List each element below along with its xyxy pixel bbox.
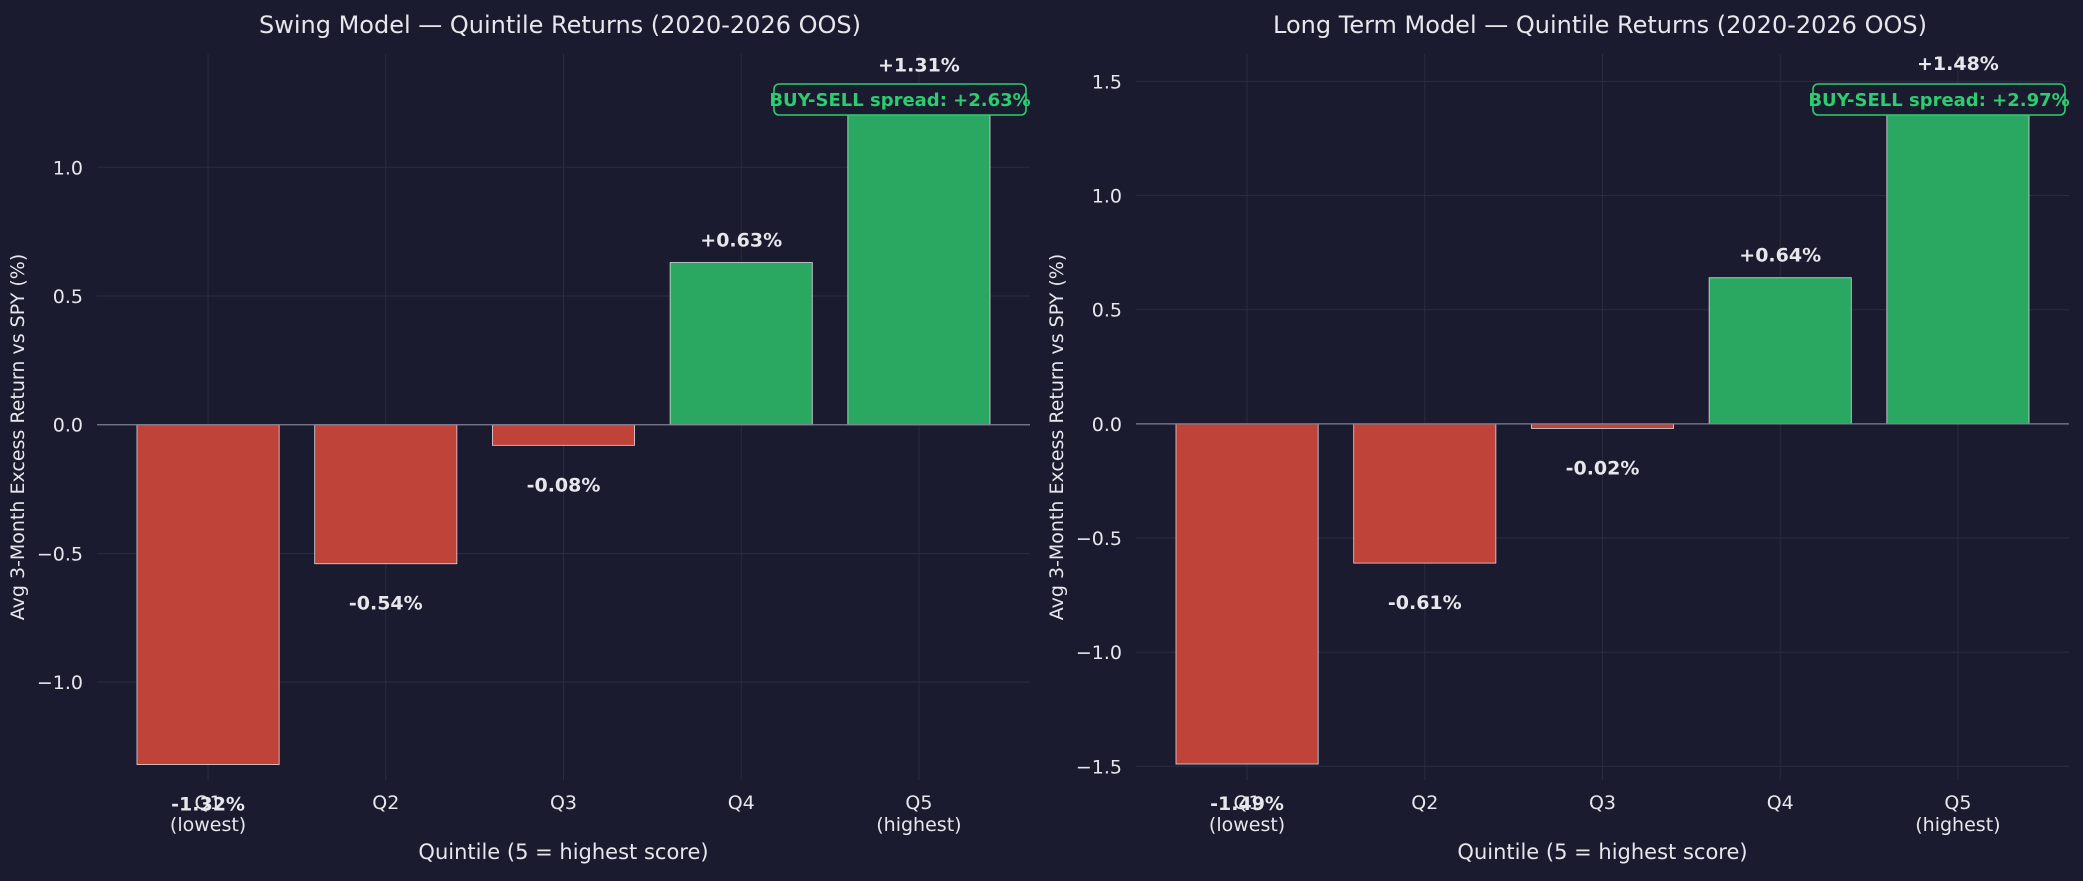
annotation-box — [1812, 83, 2066, 116]
y-axis-label: Avg 3-Month Excess Return vs SPY (%) — [7, 254, 29, 621]
y-tick-label: −1.0 — [1076, 642, 1122, 664]
y-tick-label: −0.5 — [37, 543, 83, 565]
bar-value-label: +1.31% — [878, 54, 960, 76]
x-tick-label: Q5 (highest) — [876, 792, 961, 836]
bar-value-label: -0.61% — [1388, 592, 1462, 614]
y-tick-label: 0.5 — [1092, 300, 1122, 322]
x-axis-label: Quintile (5 = highest score) — [418, 840, 708, 864]
annotation-box — [773, 83, 1027, 116]
chart-title: Long Term Model — Quintile Returns (2020… — [1273, 11, 1927, 39]
x-tick-label: Q1 (lowest) — [1209, 792, 1285, 836]
bar-4 — [1708, 277, 1852, 425]
bar-value-label: +0.64% — [1739, 245, 1821, 267]
y-tick-label: 0.5 — [53, 286, 83, 308]
x-tick-label: Q1 (lowest) — [170, 792, 246, 836]
bar-5 — [847, 87, 991, 426]
bar-value-label: +0.63% — [700, 230, 782, 252]
bar-4 — [669, 262, 813, 426]
bar-value-label: -0.54% — [349, 593, 423, 615]
y-tick-label: 1.0 — [1092, 186, 1122, 208]
bar-1 — [136, 424, 280, 765]
bar-value-label: -0.08% — [527, 474, 601, 496]
bar-2 — [1353, 423, 1497, 564]
y-tick-label: −0.5 — [1076, 528, 1122, 550]
x-tick-label: Q4 — [1767, 792, 1794, 814]
y-axis-label: Avg 3-Month Excess Return vs SPY (%) — [1046, 254, 1068, 621]
bar-value-label: +1.48% — [1917, 53, 1999, 75]
x-tick-label: Q2 — [372, 792, 399, 814]
x-tick-label: Q3 — [550, 792, 577, 814]
bar-value-label: -1.32% — [171, 794, 245, 816]
bar-1 — [1175, 423, 1319, 765]
bar-value-label: -0.02% — [1566, 457, 1640, 479]
x-tick-label: Q3 — [1589, 792, 1616, 814]
bar-3 — [492, 424, 635, 446]
x-tick-label: Q5 (highest) — [1915, 792, 2000, 836]
chart-title: Swing Model — Quintile Returns (2020-202… — [259, 11, 861, 39]
annotation-spread: BUY-SELL spread: +2.97% — [1808, 90, 2069, 111]
y-tick-label: 0.0 — [53, 415, 83, 437]
x-tick-label: Q2 — [1411, 792, 1438, 814]
y-tick-label: −1.0 — [37, 672, 83, 694]
bar-3 — [1531, 423, 1674, 429]
x-tick-label: Q4 — [728, 792, 755, 814]
bar-2 — [314, 424, 458, 565]
bar-value-label: -1.49% — [1210, 793, 1284, 815]
y-tick-label: 1.0 — [53, 157, 83, 179]
y-tick-label: 0.0 — [1092, 414, 1122, 436]
bar-5 — [1886, 85, 2030, 425]
annotation-spread: BUY-SELL spread: +2.63% — [769, 90, 1030, 111]
y-tick-label: −1.5 — [1076, 756, 1122, 778]
x-axis-label: Quintile (5 = highest score) — [1457, 840, 1747, 864]
y-tick-label: 1.5 — [1092, 71, 1122, 93]
